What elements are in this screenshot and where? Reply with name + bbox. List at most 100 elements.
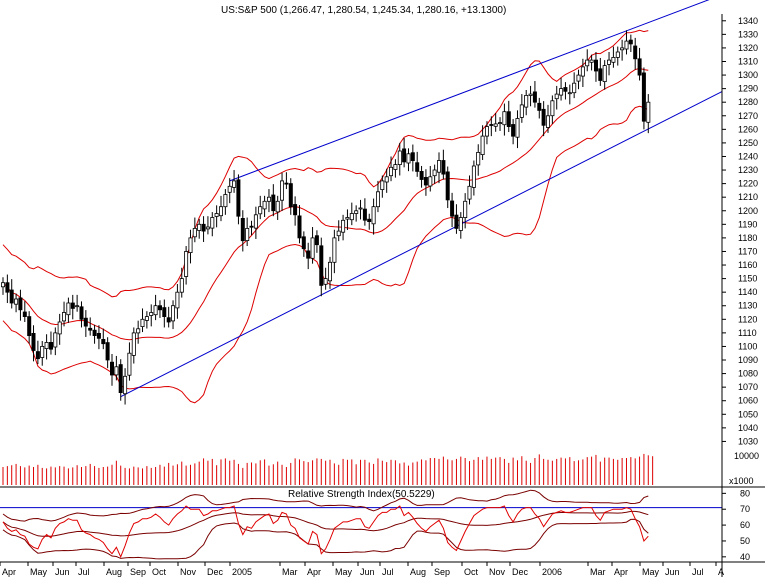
bollinger-upper-band bbox=[2, 29, 649, 298]
candle-up bbox=[589, 59, 594, 63]
price-tick-label: 1210 bbox=[738, 192, 758, 202]
candle-down bbox=[532, 91, 537, 103]
candle-up bbox=[406, 153, 411, 164]
candle-up bbox=[559, 88, 564, 96]
candle-up bbox=[497, 122, 502, 124]
candle-up bbox=[546, 115, 551, 128]
candle-down bbox=[450, 200, 455, 217]
candle-up bbox=[384, 176, 389, 183]
candle-down bbox=[415, 162, 420, 172]
candle-down bbox=[402, 148, 407, 163]
x-tick-label: Apr bbox=[614, 567, 628, 577]
rsi-middle-band bbox=[2, 510, 649, 537]
candle-down bbox=[367, 218, 372, 222]
x-tick-label: Jun bbox=[360, 567, 375, 577]
candle-down bbox=[633, 45, 638, 60]
candle-down bbox=[5, 282, 10, 293]
candle-up bbox=[214, 213, 219, 217]
x-tick-label: Oct bbox=[152, 567, 167, 577]
x-tick-label: Sep bbox=[130, 567, 146, 577]
candle-up bbox=[332, 237, 337, 263]
x-tick-label: Apr bbox=[2, 567, 16, 577]
candle-up bbox=[393, 164, 398, 170]
candle-up bbox=[232, 180, 237, 188]
candle-down bbox=[79, 306, 84, 320]
rsi-title: Relative Strength Index(50.5229) bbox=[288, 489, 435, 500]
candle-down bbox=[9, 289, 14, 304]
volume-tick-label: 10000 bbox=[734, 451, 759, 461]
candle-up bbox=[467, 185, 472, 200]
price-tick-label: 1080 bbox=[738, 369, 758, 379]
x-tick-label: 2005 bbox=[232, 567, 252, 577]
candle-up bbox=[53, 332, 58, 348]
candle-up bbox=[471, 165, 476, 188]
candle-up bbox=[397, 150, 402, 166]
candle-down bbox=[110, 361, 115, 376]
candle-down bbox=[598, 68, 603, 81]
candle-down bbox=[118, 364, 123, 394]
candle-up bbox=[371, 206, 376, 225]
candle-down bbox=[31, 332, 36, 351]
rsi-tick-label: 40 bbox=[740, 552, 750, 562]
candle-up bbox=[227, 185, 232, 193]
candle-down bbox=[249, 225, 254, 228]
price-tick-label: 1180 bbox=[738, 233, 757, 243]
candle-up bbox=[336, 230, 341, 237]
chart-title: US:S&P 500 (1,266.47, 1,280.54, 1,245.34… bbox=[221, 5, 506, 16]
candle-up bbox=[275, 200, 280, 213]
candle-up bbox=[0, 282, 6, 288]
candle-down bbox=[35, 351, 40, 360]
candle-down bbox=[105, 342, 110, 361]
price-tick-label: 1240 bbox=[738, 151, 758, 161]
candle-up bbox=[341, 219, 346, 233]
candle-up bbox=[554, 93, 559, 100]
x-tick-label: A bbox=[718, 567, 724, 577]
x-tick-label: Dec bbox=[207, 567, 224, 577]
price-tick-label: 1100 bbox=[738, 341, 757, 351]
candle-up bbox=[123, 375, 128, 395]
candle-down bbox=[166, 317, 171, 323]
candle-up bbox=[192, 227, 197, 238]
candle-down bbox=[362, 208, 367, 221]
price-tick-label: 1060 bbox=[738, 396, 758, 406]
candle-down bbox=[288, 183, 293, 208]
candle-down bbox=[27, 316, 32, 337]
candle-up bbox=[44, 341, 49, 349]
candle-up bbox=[153, 305, 158, 316]
candle-down bbox=[92, 329, 97, 337]
candle-up bbox=[576, 74, 581, 82]
candle-up bbox=[266, 196, 271, 202]
candle-up bbox=[40, 345, 45, 358]
x-tick-label: Sep bbox=[434, 567, 450, 577]
candle-up bbox=[528, 93, 533, 96]
candle-down bbox=[563, 87, 568, 92]
candle-up bbox=[458, 217, 463, 231]
candle-down bbox=[236, 179, 241, 217]
x-tick-label: Apr bbox=[307, 567, 321, 577]
candle-down bbox=[271, 194, 276, 212]
x-tick-label: May bbox=[30, 567, 48, 577]
candle-up bbox=[480, 135, 485, 156]
x-tick-label: Mar bbox=[590, 567, 606, 577]
candle-down bbox=[641, 72, 646, 122]
candle-up bbox=[375, 191, 380, 208]
bollinger-lower-band bbox=[2, 105, 649, 404]
candle-up bbox=[75, 305, 80, 308]
candle-up bbox=[620, 47, 625, 51]
candle-down bbox=[96, 332, 101, 339]
candle-down bbox=[594, 59, 599, 72]
x-tick-label: 2006 bbox=[542, 567, 562, 577]
candle-down bbox=[22, 311, 27, 317]
candle-up bbox=[131, 332, 136, 356]
candle-up bbox=[585, 59, 590, 67]
x-tick-label: Aug bbox=[106, 567, 122, 577]
price-tick-label: 1330 bbox=[738, 29, 758, 39]
candle-down bbox=[162, 307, 167, 318]
candle-down bbox=[628, 39, 633, 45]
candle-down bbox=[445, 171, 450, 201]
candle-up bbox=[515, 118, 520, 138]
price-tick-label: 1110 bbox=[738, 328, 757, 338]
candle-down bbox=[88, 327, 93, 331]
candle-up bbox=[615, 51, 620, 58]
